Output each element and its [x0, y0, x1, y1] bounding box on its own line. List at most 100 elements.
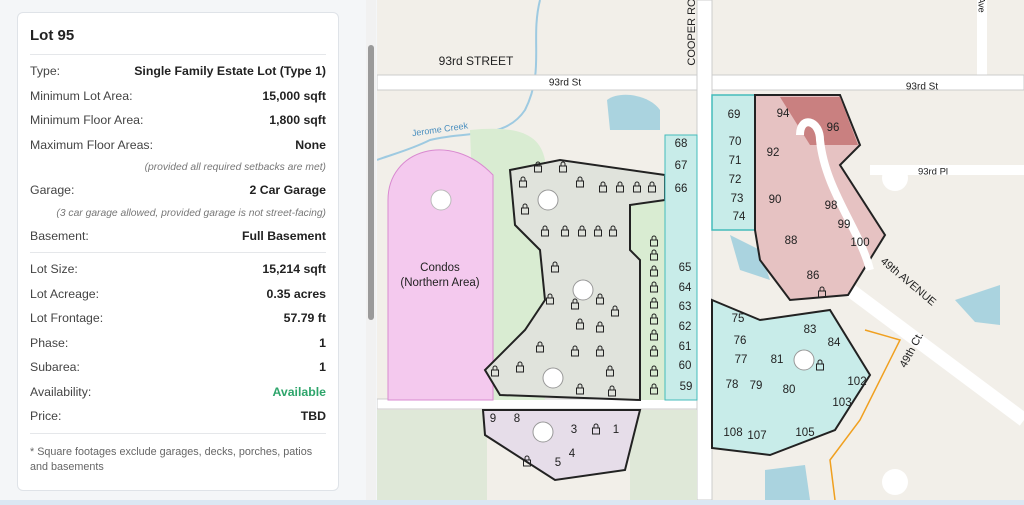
cul-de-sac	[430, 189, 452, 211]
lot-number: 73	[731, 193, 744, 205]
detail-label: Minimum Lot Area:	[30, 88, 133, 103]
cul-de-sac	[542, 367, 564, 389]
lock-icon	[577, 318, 583, 323]
lot-number: 108	[723, 427, 742, 439]
detail-value: 15,214 sqft	[262, 262, 326, 277]
lock-icon	[541, 229, 549, 237]
cul-de-sac	[572, 279, 594, 301]
street-name: 93rd STREET	[439, 54, 514, 68]
detail-label: Minimum Floor Area:	[30, 113, 144, 128]
lock-icon	[651, 383, 657, 388]
detail-label: Maximum Floor Areas:	[30, 137, 153, 152]
lock-icon	[560, 161, 566, 166]
lot-number: 80	[783, 384, 796, 396]
lock-icon	[517, 361, 523, 366]
lock-icon	[571, 302, 579, 310]
detail-row: Type: Single Family Estate Lot (Type 1)	[30, 59, 326, 84]
lock-icon	[552, 261, 558, 266]
road	[977, 0, 987, 80]
lock-icon	[576, 387, 584, 395]
lot-selected[interactable]	[780, 97, 858, 145]
lock-icon	[651, 265, 657, 270]
lot-number: 71	[729, 155, 742, 167]
lock-icon	[651, 313, 657, 318]
area-label: (Northern Area)	[400, 277, 479, 289]
lock-icon	[572, 298, 578, 303]
lock-icon	[650, 269, 658, 277]
lot-number: 66	[675, 183, 688, 195]
lock-icon	[599, 185, 607, 193]
cul-de-sac	[537, 189, 559, 211]
lock-icon	[650, 317, 658, 325]
lock-icon	[651, 329, 657, 334]
lot-number: 74	[733, 211, 746, 223]
lock-icon	[617, 181, 623, 186]
detail-value: 0.35 acres	[266, 286, 327, 301]
lot-number: 64	[679, 282, 692, 294]
lock-icon	[491, 369, 499, 377]
street-name: 93rd St	[549, 78, 581, 89]
scroll-thumb[interactable]	[368, 45, 374, 320]
lot-number: 69	[728, 109, 741, 121]
detail-note: (provided all required setbacks are met)	[144, 162, 326, 173]
lock-icon	[536, 345, 544, 353]
lock-icon	[595, 225, 601, 230]
lots-bg	[630, 410, 697, 500]
lock-icon	[610, 225, 616, 230]
lot-number: 72	[729, 174, 742, 186]
lot-number: 83	[804, 324, 817, 336]
area-label: Condos	[420, 262, 460, 274]
lot-number: 86	[807, 270, 820, 282]
lot-panel: Lot 95 Type: Single Family Estate Lot (Ty…	[17, 12, 339, 491]
lock-icon	[650, 349, 658, 357]
detail-label: Garage:	[30, 183, 75, 198]
detail-label: Subarea:	[30, 360, 80, 375]
detail-value: 57.79 ft	[283, 311, 326, 326]
lock-icon	[616, 185, 624, 193]
lock-icon	[597, 345, 603, 350]
lock-icon	[817, 359, 823, 364]
lot-number: 60	[679, 360, 692, 372]
lock-icon	[522, 203, 528, 208]
detail-label: Price:	[30, 409, 62, 424]
lot-number: 67	[675, 160, 688, 172]
street-name: Ave	[977, 0, 987, 13]
lock-icon	[609, 229, 617, 237]
lock-icon	[818, 290, 826, 298]
cul-de-sac	[882, 469, 908, 495]
detail-value: 15,000 sqft	[262, 88, 326, 103]
lock-icon	[519, 180, 527, 188]
lot-number: 70	[729, 136, 742, 148]
lot-number: 102	[847, 376, 866, 388]
detail-label: Basement:	[30, 228, 89, 243]
lot-number: 90	[769, 194, 782, 206]
detail-label: Availability:	[30, 384, 92, 399]
lock-icon	[816, 363, 824, 371]
lot-number: 62	[679, 321, 692, 333]
footnote: * Square footages exclude garages, decks…	[30, 445, 313, 473]
lot-number: 92	[767, 147, 780, 159]
detail-label: Lot Acreage:	[30, 286, 100, 301]
lot-number: 59	[680, 381, 693, 393]
lock-icon	[594, 229, 602, 237]
lock-icon	[576, 322, 584, 330]
lock-icon	[559, 165, 567, 173]
lot-number: 103	[832, 397, 851, 409]
lock-icon	[597, 293, 603, 298]
lock-icon	[819, 286, 825, 291]
lot-number: 61	[679, 341, 692, 353]
detail-label: Type:	[30, 64, 61, 79]
lots-bg	[377, 410, 487, 500]
subdivision	[481, 409, 642, 482]
detail-row: Availability: Available	[30, 380, 326, 405]
lock-icon	[650, 301, 658, 309]
condos	[387, 149, 494, 401]
lot-number: 78	[726, 379, 739, 391]
lock-icon	[578, 229, 586, 237]
detail-row: Lot Frontage: 57.79 ft	[30, 306, 326, 331]
lock-icon	[650, 369, 658, 377]
lock-icon	[534, 165, 542, 173]
lock-icon	[649, 181, 655, 186]
